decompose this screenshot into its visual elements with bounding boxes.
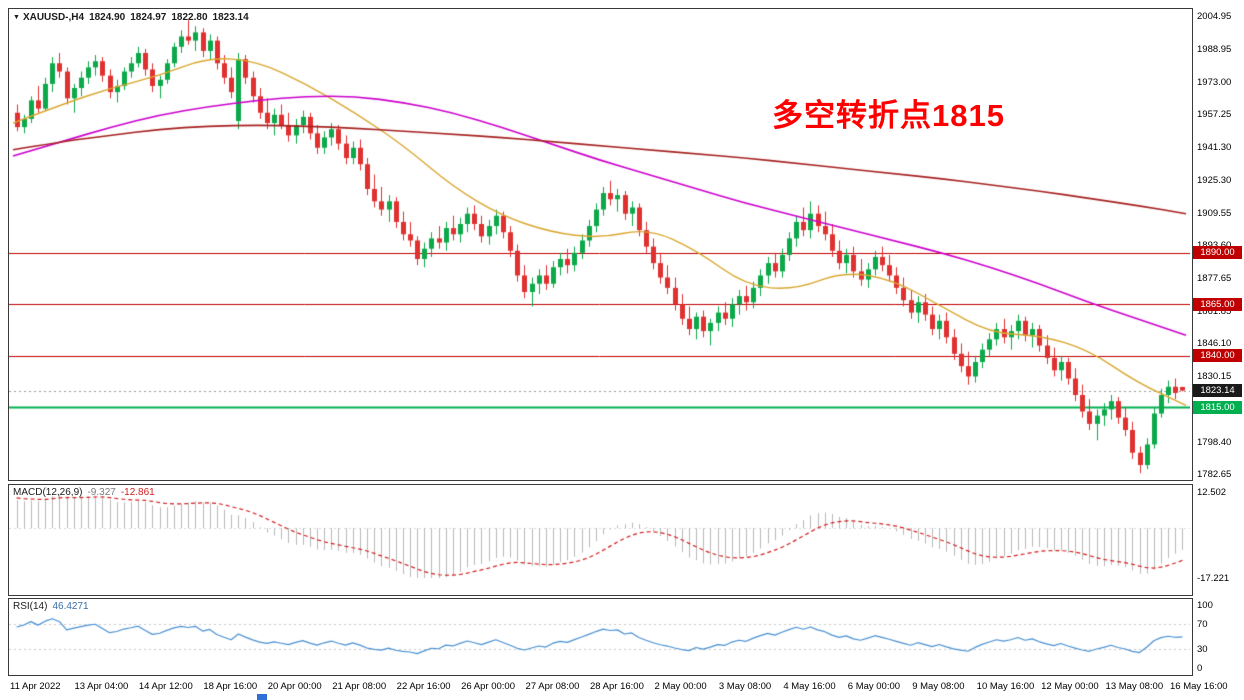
macd-canvas[interactable] (9, 485, 1190, 593)
macd-panel[interactable]: MACD(12,26,9) -9.327 -12.861 (8, 484, 1193, 596)
rsi-axis-label: 0 (1197, 663, 1203, 674)
current-price-badge: 1823.14 (1193, 384, 1242, 398)
rsi-panel[interactable]: RSI(14) 46.4271 (8, 598, 1193, 676)
main-chart-canvas[interactable] (9, 9, 1190, 478)
rsi-axis-label: 100 (1197, 600, 1213, 611)
time-axis-label: 18 Apr 16:00 (203, 681, 258, 692)
symbol-ohlc-label: ▼ XAUUSD-,H4 1824.90 1824.97 1822.80 1823.14 (13, 12, 254, 23)
ohlc-high: 1824.97 (130, 12, 167, 23)
time-axis-label: 3 May 08:00 (718, 681, 772, 692)
time-axis-label: 4 May 16:00 (783, 681, 836, 692)
time-axis-label: 14 Apr 12:00 (138, 681, 193, 692)
time-axis-label: 13 Apr 04:00 (74, 681, 129, 692)
price-axis-label: 1893.60 (1197, 240, 1231, 251)
rsi-axis-label: 70 (1197, 618, 1208, 630)
macd-axis-label: 12.502 (1197, 487, 1227, 498)
time-axis-label: 22 Apr 16:00 (396, 681, 451, 692)
annotation-text[interactable]: 多空转折点1815 (772, 98, 1005, 133)
rsi-indicator-label: RSI(14) 46.4271 (13, 601, 94, 612)
hline-price-badge: 1815.00 (1193, 400, 1242, 414)
rsi-canvas[interactable] (9, 599, 1190, 673)
rsi-axis-label: 30 (1197, 644, 1208, 656)
price-axis-label: 1830.15 (1197, 371, 1232, 383)
symbol-name: XAUUSD-,H4 (22, 12, 85, 23)
time-axis-label: 2 May 00:00 (654, 681, 707, 692)
time-axis-label: 9 May 08:00 (912, 681, 965, 692)
ohlc-close: 1823.14 (212, 12, 249, 23)
price-axis-label: 1909.55 (1197, 207, 1232, 219)
price-axis-label: 1861.85 (1197, 305, 1232, 317)
price-axis-label: 1973.00 (1197, 76, 1232, 88)
chart-collapse-triangle-icon[interactable]: ▼ (13, 14, 20, 21)
time-axis-label: 16 May 16:00 (1170, 681, 1228, 692)
price-axis-label: 1846.10 (1197, 338, 1232, 350)
price-axis-label: 1877.65 (1197, 273, 1232, 285)
time-axis-label: 26 Apr 00:00 (461, 681, 515, 692)
time-axis-label: 28 Apr 16:00 (590, 681, 644, 692)
price-axis-label: 1782.65 (1197, 469, 1232, 480)
ohlc-low: 1822.80 (171, 12, 208, 23)
rsi-value: 46.4271 (52, 601, 89, 612)
hline-price-badge: 1890.00 (1193, 246, 1242, 260)
price-axis-label: 1925.30 (1197, 175, 1232, 187)
time-axis-label: 11 Apr 2022 (10, 681, 61, 692)
macd-name: MACD(12,26,9) (13, 487, 83, 498)
price-axis-label: 2004.95 (1197, 11, 1232, 22)
macd-axis-label: -17.221 (1197, 573, 1230, 584)
time-axis-label: 27 Apr 08:00 (525, 681, 580, 692)
price-axis-label: 1798.40 (1197, 436, 1232, 448)
price-axis-label: 1957.25 (1197, 109, 1232, 121)
price-axis-label: 1941.30 (1197, 142, 1232, 154)
macd-main-value: -9.327 (87, 487, 116, 498)
hline-price-badge: 1840.00 (1193, 349, 1242, 363)
ohlc-open: 1824.90 (89, 12, 126, 23)
time-axis-label: 6 May 00:00 (847, 681, 901, 692)
scroll-position-marker[interactable] (257, 694, 267, 700)
rsi-name: RSI(14) (13, 601, 48, 612)
time-axis-label: 20 Apr 00:00 (267, 681, 322, 692)
time-axis-label: 21 Apr 08:00 (332, 681, 387, 692)
time-axis-label: 10 May 16:00 (976, 681, 1035, 692)
time-axis-label: 13 May 08:00 (1105, 681, 1164, 692)
price-axis-label: 1988.95 (1197, 43, 1232, 55)
main-chart-panel[interactable]: ▼ XAUUSD-,H4 1824.90 1824.97 1822.80 1823.14 (8, 8, 1193, 481)
macd-signal-value: -12.861 (120, 487, 155, 498)
macd-indicator-label: MACD(12,26,9) -9.327 -12.861 (13, 487, 160, 498)
time-axis-label: 12 May 00:00 (1041, 681, 1099, 692)
hline-price-badge: 1865.00 (1193, 297, 1242, 311)
